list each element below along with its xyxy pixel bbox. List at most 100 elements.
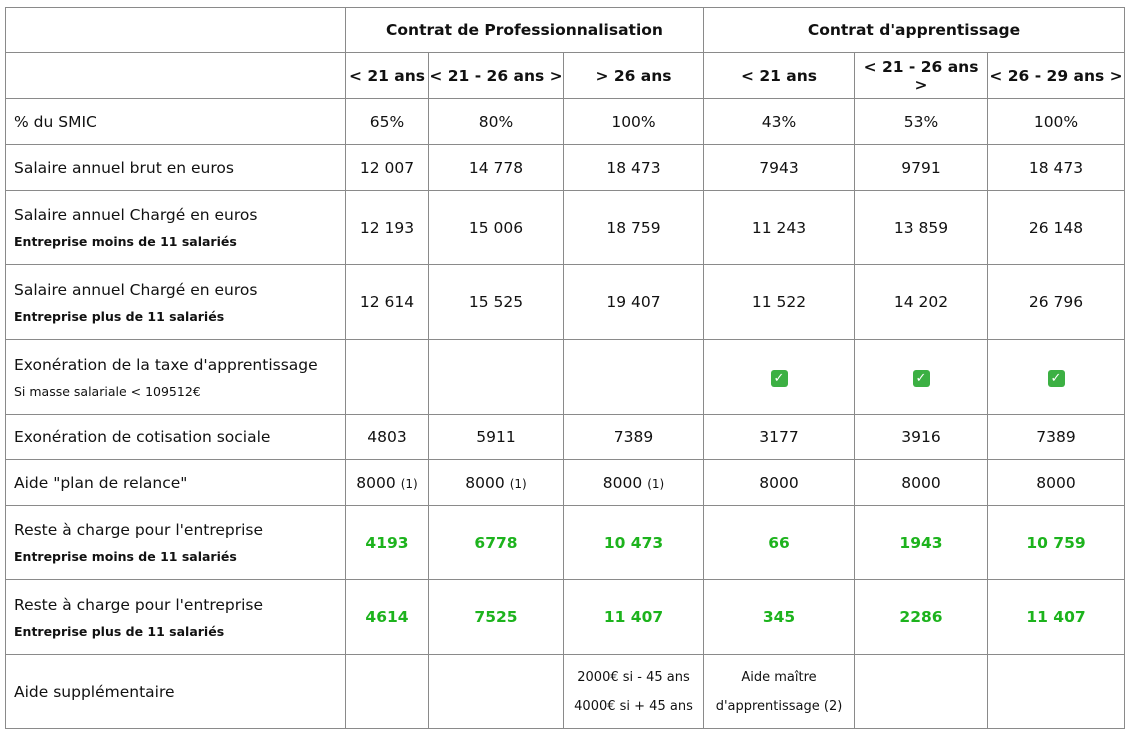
header-empty-cell <box>5 7 346 53</box>
row-label: Salaire annuel Chargé en euros Entrepris… <box>5 190 346 265</box>
cell-value: 14 202 <box>854 264 988 340</box>
cell-value: 26 796 <box>987 264 1125 340</box>
contract-comparison-table: Contrat de Professionnalisation Contrat … <box>5 7 1125 729</box>
cell-value: 12 614 <box>345 264 429 340</box>
row-label: % du SMIC <box>5 98 346 145</box>
footnote-ref: (1) <box>400 476 418 491</box>
cell-value: 13 859 <box>854 190 988 265</box>
cell-value: 7525 <box>428 579 564 655</box>
cell-value: 7389 <box>563 414 704 460</box>
empty-cell <box>345 339 429 415</box>
table-row: Reste à charge pour l'entreprise Entrepr… <box>5 505 1125 580</box>
row-label-main: Reste à charge pour l'entreprise <box>14 521 264 539</box>
table-row: Aide "plan de relance" 8000 (1) 8000 (1)… <box>5 459 1125 506</box>
cell-value: 80% <box>428 98 564 145</box>
aide-line: 4000€ si + 45 ans <box>574 698 693 714</box>
cell-value: 100% <box>987 98 1125 145</box>
header-empty-cell <box>5 52 346 99</box>
aide-line: 2000€ si - 45 ans <box>577 669 690 685</box>
age-header: < 21 - 26 ans > <box>854 52 988 99</box>
cell-value: 345 <box>703 579 855 655</box>
cell-value: 8000 <box>356 473 396 492</box>
table-row: Aide supplémentaire 2000€ si - 45 ans 40… <box>5 654 1125 729</box>
row-label-main: Salaire annuel Chargé en euros <box>14 280 258 299</box>
cell-value: 1943 <box>854 505 988 580</box>
cell-value: 7943 <box>703 144 855 191</box>
row-label: Exonération de cotisation sociale <box>5 414 346 460</box>
row-label: Reste à charge pour l'entreprise Entrepr… <box>5 579 346 655</box>
cell-value: 8000 <box>854 459 988 506</box>
row-label-sub: Entreprise moins de 11 salariés <box>14 234 237 249</box>
footnote-ref: (1) <box>509 476 527 491</box>
cell-value: 10 473 <box>563 505 704 580</box>
table-row: Reste à charge pour l'entreprise Entrepr… <box>5 579 1125 655</box>
row-label-sub: Entreprise plus de 11 salariés <box>14 623 225 639</box>
cell-value: 18 473 <box>563 144 704 191</box>
cell-value: 14 778 <box>428 144 564 191</box>
age-header: < 21 ans <box>703 52 855 99</box>
row-label-sub: Si masse salariale < 109512€ <box>14 383 201 399</box>
cell-value: 19 407 <box>563 264 704 340</box>
cell-value: 8000 <box>602 473 643 492</box>
row-label-main: Reste à charge pour l'entreprise <box>14 595 264 614</box>
cell-value: 53% <box>854 98 988 145</box>
cell-value: 15 006 <box>428 190 564 265</box>
row-label: Aide "plan de relance" <box>5 459 346 506</box>
table-row: Salaire annuel brut en euros 12 007 14 7… <box>5 144 1125 191</box>
cell-value: 12 193 <box>345 190 429 265</box>
cell-value: 3916 <box>854 414 988 460</box>
check-box-icon: ✓ <box>912 369 930 387</box>
row-label: Exonération de la taxe d'apprentissage S… <box>5 339 346 415</box>
cell-value: 26 148 <box>987 190 1125 265</box>
cell-value: 43% <box>703 98 855 145</box>
cell-value: 4614 <box>345 579 429 655</box>
footnote-ref: (1) <box>647 476 665 491</box>
cell-value: 18 759 <box>563 190 704 265</box>
cell-value: 9791 <box>854 144 988 191</box>
empty-cell <box>987 654 1125 729</box>
row-label: Reste à charge pour l'entreprise Entrepr… <box>5 505 346 580</box>
cell-value: 11 407 <box>987 579 1125 655</box>
cell-value: 11 243 <box>703 190 855 265</box>
age-header: < 21 ans <box>345 52 429 99</box>
empty-cell <box>563 339 704 415</box>
empty-cell <box>428 339 564 415</box>
cell-value: 65% <box>345 98 429 145</box>
empty-cell <box>854 654 988 729</box>
cell-value: 8000 <box>703 459 855 506</box>
row-label: Salaire annuel Chargé en euros Entrepris… <box>5 264 346 340</box>
cell-value: 11 407 <box>563 579 704 655</box>
cell-value: 10 759 <box>987 505 1125 580</box>
table-row: Exonération de cotisation sociale 4803 5… <box>5 414 1125 460</box>
aide-line: d'apprentissage (2) <box>715 698 843 714</box>
row-label: Salaire annuel brut en euros <box>5 144 346 191</box>
cell-value: 8000 <box>987 459 1125 506</box>
header-row-ages: < 21 ans < 21 - 26 ans > > 26 ans < 21 a… <box>5 52 1125 99</box>
empty-cell <box>428 654 564 729</box>
age-header: > 26 ans <box>563 52 704 99</box>
cell-value: 8000 <box>465 473 505 492</box>
table-row: Exonération de la taxe d'apprentissage S… <box>5 339 1125 415</box>
row-label-main: Salaire annuel Chargé en euros <box>14 206 258 224</box>
table-row: Salaire annuel Chargé en euros Entrepris… <box>5 190 1125 265</box>
cell-value: 6778 <box>428 505 564 580</box>
row-label-main: Exonération de la taxe d'apprentissage <box>14 355 318 374</box>
row-label-sub: Entreprise moins de 11 salariés <box>14 549 237 564</box>
cell-value: 11 522 <box>703 264 855 340</box>
cell-value: 15 525 <box>428 264 564 340</box>
cell-value: 12 007 <box>345 144 429 191</box>
cell-value: 2286 <box>854 579 988 655</box>
cell-value: 100% <box>563 98 704 145</box>
check-box-icon: ✓ <box>770 369 788 387</box>
empty-cell <box>345 654 429 729</box>
cell-value: 4803 <box>345 414 429 460</box>
age-header: < 21 - 26 ans > <box>428 52 564 99</box>
aide-line: Aide maître <box>741 669 817 685</box>
cell-value: 18 473 <box>987 144 1125 191</box>
table-row: Salaire annuel Chargé en euros Entrepris… <box>5 264 1125 340</box>
age-header: < 26 - 29 ans > <box>987 52 1125 99</box>
table-row: % du SMIC 65% 80% 100% 43% 53% 100% <box>5 98 1125 145</box>
row-label: Aide supplémentaire <box>5 654 346 729</box>
cell-value: 4193 <box>345 505 429 580</box>
header-row-groups: Contrat de Professionnalisation Contrat … <box>5 7 1125 53</box>
